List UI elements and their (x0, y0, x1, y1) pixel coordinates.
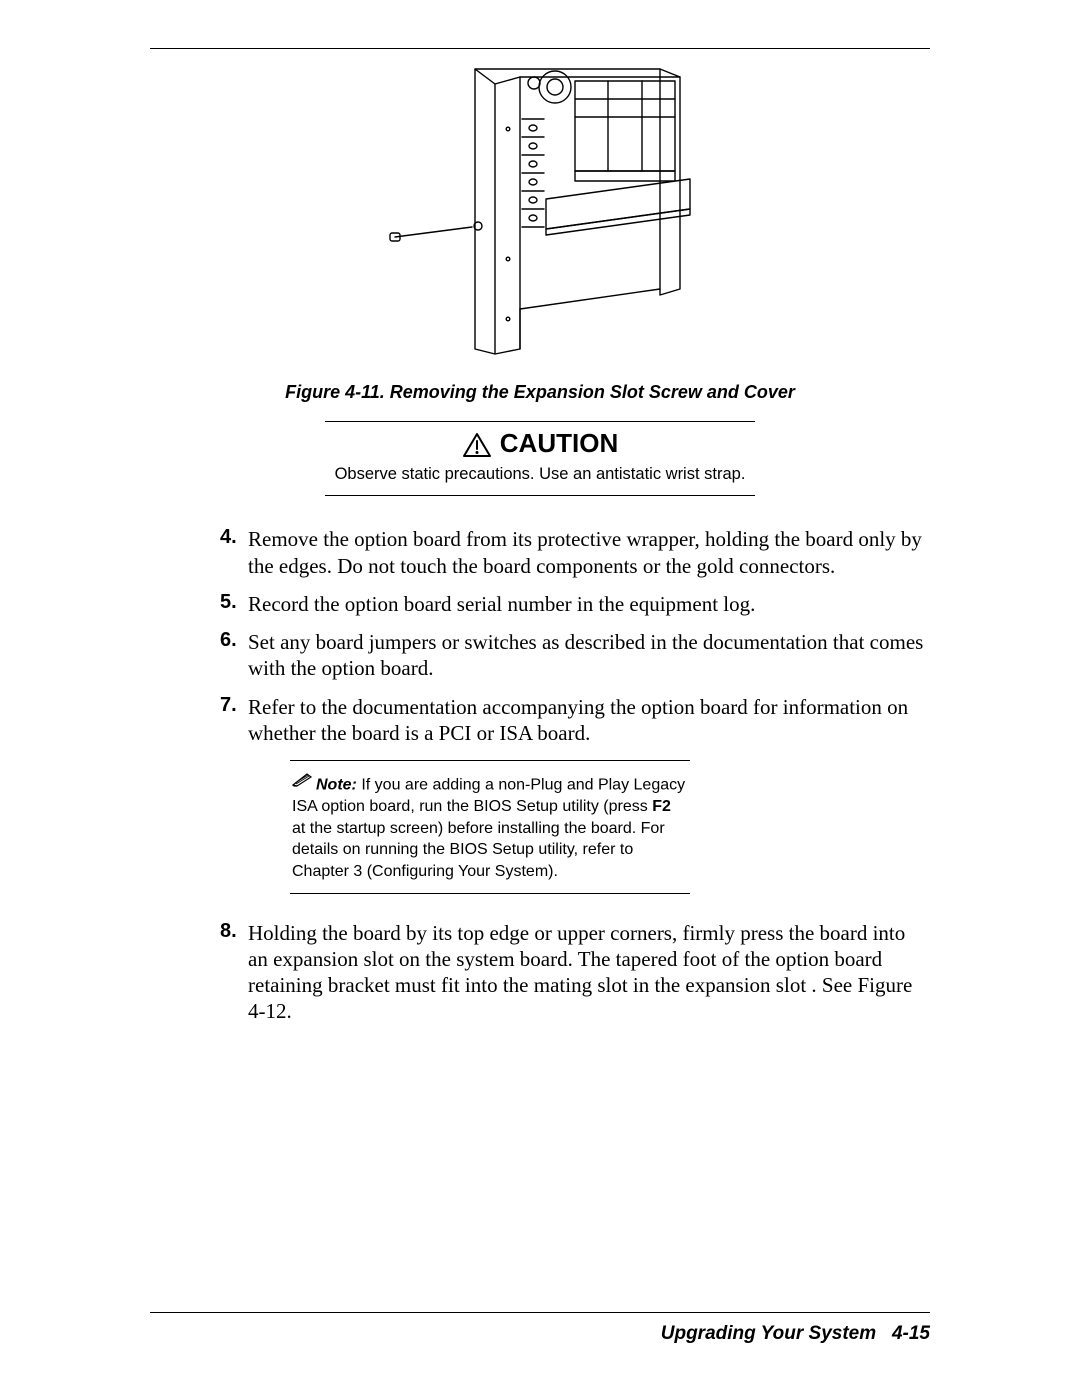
step-number: 4. (220, 526, 248, 579)
step-item: 5. Record the option board serial number… (220, 591, 930, 617)
document-page: Figure 4-11. Removing the Expansion Slot… (0, 0, 1080, 1397)
step-item: 6. Set any board jumpers or switches as … (220, 629, 930, 682)
step-item: 8. Holding the board by its top edge or … (220, 920, 930, 1025)
footer-chapter: Upgrading Your System (661, 1323, 876, 1344)
figure-caption: Figure 4-11. Removing the Expansion Slot… (150, 382, 930, 403)
caution-heading: CAUTION (462, 428, 618, 459)
note-text-after: at the startup screen) before installing… (292, 820, 665, 880)
caution-icon (462, 428, 492, 459)
step-number: 5. (220, 591, 248, 617)
footer-text: Upgrading Your System 4-15 (150, 1323, 930, 1345)
step-list: 4. Remove the option board from its prot… (220, 526, 930, 1024)
figure-illustration (360, 59, 720, 364)
step-text: Refer to the documentation accompanying … (248, 694, 930, 747)
figure-block: Figure 4-11. Removing the Expansion Slot… (150, 59, 930, 403)
caution-text: Observe static precautions. Use an antis… (325, 463, 755, 485)
footer-page-number: 4-15 (892, 1323, 930, 1344)
note-label: Note: (316, 777, 357, 794)
note-bold-key: F2 (652, 798, 671, 815)
step-text: Remove the option board from its protect… (248, 526, 930, 579)
caution-heading-text: CAUTION (500, 428, 618, 459)
top-rule (150, 48, 930, 49)
step-text: Record the option board serial number in… (248, 591, 755, 617)
footer-rule (150, 1312, 930, 1313)
note-pencil-icon (292, 771, 314, 794)
step-number: 6. (220, 629, 248, 682)
caution-box: CAUTION Observe static precautions. Use … (325, 421, 755, 496)
step-number: 7. (220, 694, 248, 747)
page-footer: Upgrading Your System 4-15 (150, 1312, 930, 1345)
step-text: Set any board jumpers or switches as des… (248, 629, 930, 682)
note-box: Note: If you are adding a non-Plug and P… (290, 760, 690, 894)
step-text: Holding the board by its top edge or upp… (248, 920, 930, 1025)
step-item: 4. Remove the option board from its prot… (220, 526, 930, 579)
step-number: 8. (220, 920, 248, 1025)
step-item: 7. Refer to the documentation accompanyi… (220, 694, 930, 747)
